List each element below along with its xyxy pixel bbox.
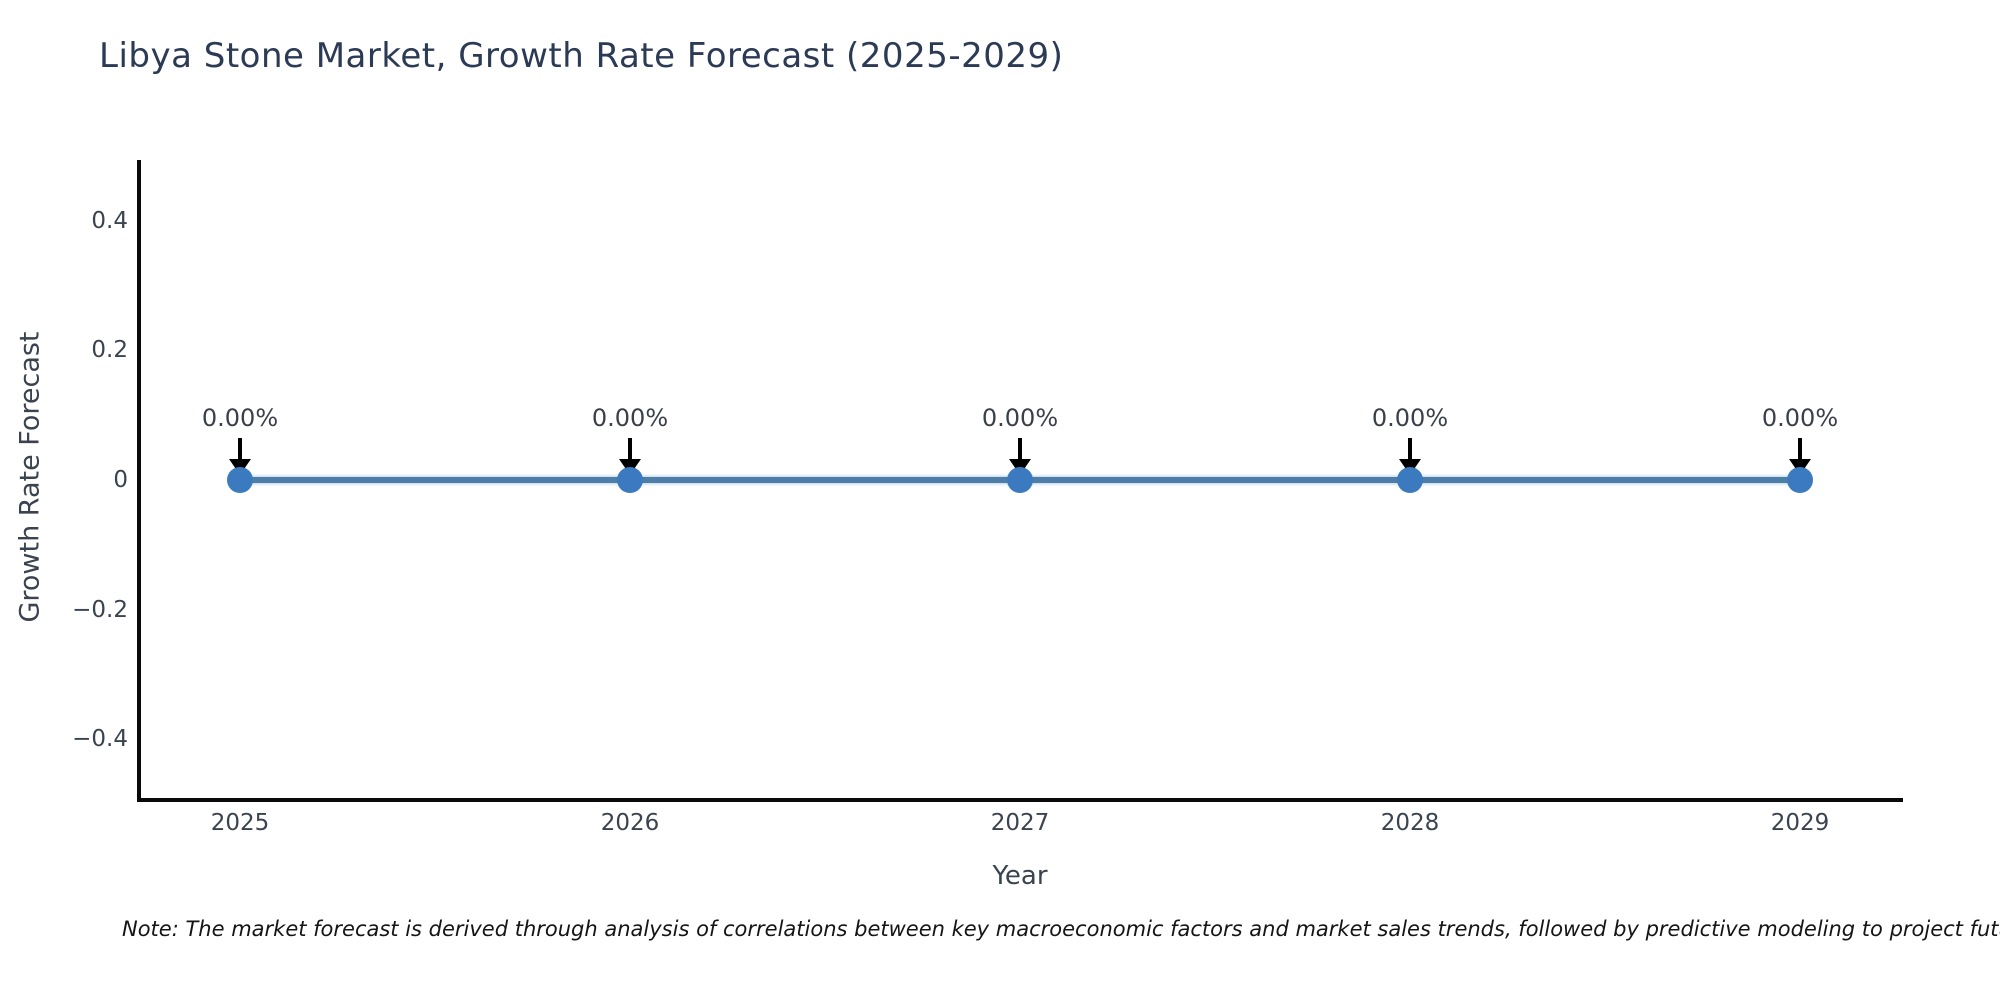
y-tick-label: −0.2 <box>72 597 128 623</box>
annotation-arrow-stem <box>1408 438 1412 460</box>
data-point-value-label: 0.00% <box>1371 404 1449 432</box>
y-axis-spine <box>137 160 141 802</box>
x-tick-label: 2026 <box>600 810 660 836</box>
chart-title: Libya Stone Market, Growth Rate Forecast… <box>99 36 1064 76</box>
annotation-arrow-stem <box>238 438 242 460</box>
data-point-marker <box>1787 467 1813 493</box>
y-tick-label: −0.4 <box>72 726 128 752</box>
y-tick-label: 0.4 <box>91 208 128 234</box>
data-point-marker <box>617 467 643 493</box>
annotation-arrow-stem <box>628 438 632 460</box>
x-tick-label: 2025 <box>210 810 270 836</box>
data-point-value-label: 0.00% <box>1761 404 1839 432</box>
x-axis-spine <box>137 798 1903 802</box>
y-tick-label: 0.2 <box>91 337 128 363</box>
x-tick-label: 2027 <box>990 810 1050 836</box>
annotation-arrow-stem <box>1798 438 1802 460</box>
x-tick-label: 2029 <box>1770 810 1830 836</box>
data-point-marker <box>1007 467 1033 493</box>
data-point-value-label: 0.00% <box>981 404 1059 432</box>
footnote-text: Note: The market forecast is derived thr… <box>122 917 2000 941</box>
data-point-value-label: 0.00% <box>201 404 279 432</box>
x-axis-label: Year <box>992 861 1048 891</box>
y-tick-label: 0 <box>113 467 128 493</box>
data-point-marker <box>1397 467 1423 493</box>
data-point-marker <box>227 467 253 493</box>
annotation-arrow-stem <box>1018 438 1022 460</box>
data-point-value-label: 0.00% <box>591 404 669 432</box>
x-tick-label: 2028 <box>1380 810 1440 836</box>
